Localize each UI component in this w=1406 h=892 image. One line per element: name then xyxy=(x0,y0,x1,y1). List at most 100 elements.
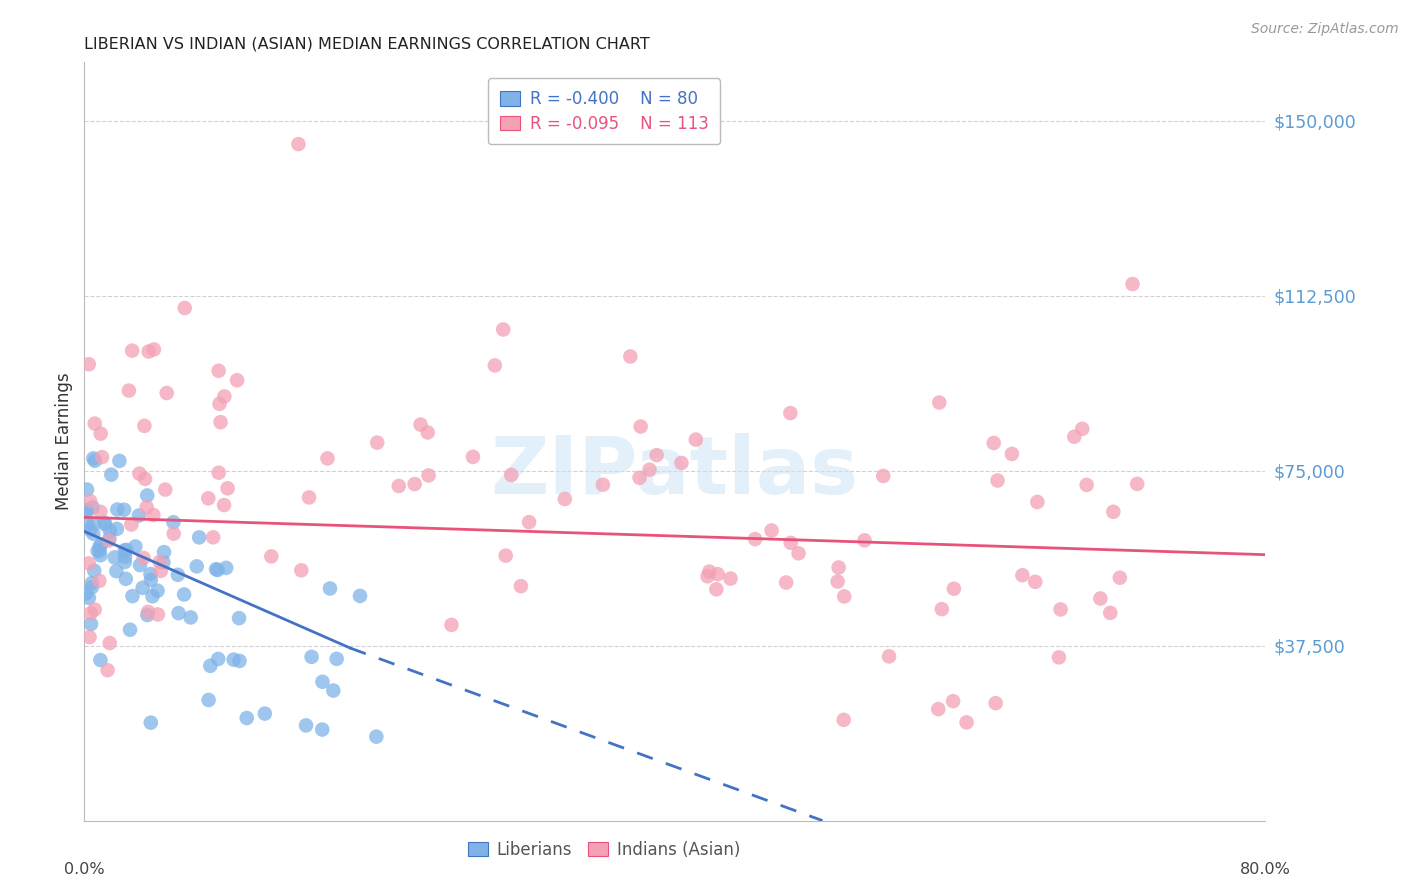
Point xyxy=(135,500,157,515)
Point xyxy=(628,471,651,485)
Point xyxy=(301,649,323,664)
Point xyxy=(955,715,977,730)
Point xyxy=(100,467,122,482)
Point xyxy=(877,649,900,664)
Point xyxy=(98,532,121,546)
Point xyxy=(149,564,172,578)
Point xyxy=(325,652,347,666)
Point xyxy=(228,654,250,668)
Point xyxy=(208,397,231,411)
Point xyxy=(146,583,169,598)
Point xyxy=(706,567,728,582)
Point xyxy=(112,502,135,516)
Text: Source: ZipAtlas.com: Source: ZipAtlas.com xyxy=(1251,22,1399,37)
Point xyxy=(75,505,97,519)
Text: 0.0%: 0.0% xyxy=(65,863,104,878)
Point xyxy=(827,560,849,574)
Point xyxy=(105,502,128,516)
Point xyxy=(93,516,115,530)
Point xyxy=(153,545,176,559)
Point xyxy=(186,559,208,574)
Point xyxy=(316,451,339,466)
Point xyxy=(149,555,172,569)
Point xyxy=(83,602,105,616)
Point xyxy=(114,549,136,564)
Point xyxy=(138,344,160,359)
Point xyxy=(212,498,235,512)
Point xyxy=(91,450,114,464)
Point xyxy=(142,343,165,357)
Point xyxy=(80,580,103,594)
Point xyxy=(89,540,111,554)
Point xyxy=(89,548,111,562)
Point xyxy=(495,549,517,563)
Point xyxy=(98,636,121,650)
Point xyxy=(207,563,229,577)
Point xyxy=(83,417,105,431)
Point xyxy=(83,564,105,578)
Point xyxy=(139,567,162,582)
Point xyxy=(77,591,100,605)
Point xyxy=(202,530,225,544)
Point xyxy=(228,611,250,625)
Point xyxy=(136,605,159,619)
Point xyxy=(114,543,136,558)
Point xyxy=(82,516,104,531)
Point xyxy=(79,523,101,537)
Point xyxy=(416,425,439,440)
Point xyxy=(162,515,184,529)
Point xyxy=(167,606,190,620)
Point xyxy=(86,544,108,558)
Point xyxy=(440,618,463,632)
Point xyxy=(720,572,742,586)
Point xyxy=(79,607,101,621)
Point xyxy=(404,477,426,491)
Point xyxy=(1076,478,1098,492)
Point xyxy=(1047,650,1070,665)
Point xyxy=(118,623,141,637)
Point xyxy=(173,301,195,315)
Point xyxy=(139,715,162,730)
Point xyxy=(134,472,156,486)
Point xyxy=(214,389,236,403)
Point xyxy=(461,450,484,464)
Point xyxy=(80,576,103,591)
Y-axis label: Median Earnings: Median Earnings xyxy=(55,373,73,510)
Point xyxy=(287,137,309,152)
Point xyxy=(987,474,1010,488)
Point xyxy=(79,494,101,508)
Point xyxy=(142,508,165,522)
Point xyxy=(79,630,101,644)
Point xyxy=(761,524,783,538)
Point xyxy=(1071,422,1094,436)
Point xyxy=(156,386,179,401)
Point xyxy=(409,417,432,432)
Point xyxy=(128,508,150,523)
Point xyxy=(207,652,229,666)
Point xyxy=(82,500,104,515)
Point xyxy=(942,694,965,708)
Point xyxy=(827,574,849,589)
Point xyxy=(1011,568,1033,582)
Point xyxy=(1122,277,1144,291)
Point xyxy=(1049,602,1071,616)
Point xyxy=(671,456,693,470)
Point xyxy=(696,569,718,583)
Point xyxy=(121,589,143,603)
Point xyxy=(90,426,112,441)
Point xyxy=(1126,477,1149,491)
Point xyxy=(105,522,128,536)
Point xyxy=(217,481,239,495)
Point xyxy=(554,491,576,506)
Point xyxy=(89,543,111,558)
Point xyxy=(124,540,146,554)
Point xyxy=(115,542,138,557)
Point xyxy=(699,565,721,579)
Point xyxy=(75,503,97,517)
Point xyxy=(853,533,876,548)
Point xyxy=(832,713,855,727)
Text: 80.0%: 80.0% xyxy=(1240,863,1291,878)
Point xyxy=(215,561,238,575)
Point xyxy=(128,467,150,481)
Point xyxy=(114,555,136,569)
